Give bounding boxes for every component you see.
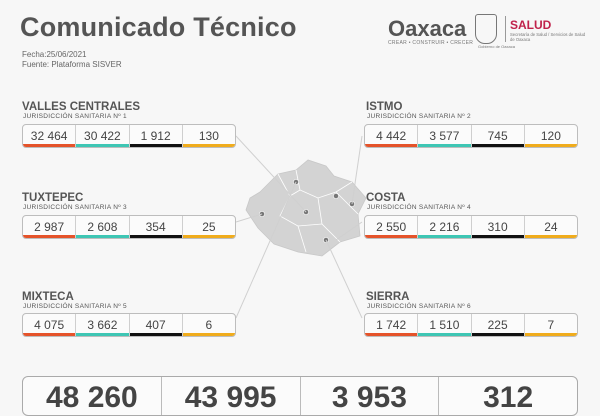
- category-color-bar: [182, 235, 235, 238]
- region-name: ISTMO: [366, 101, 403, 113]
- region-jurisdiction: JURISDICCIÓN SANITARIA Nº 2: [367, 113, 471, 120]
- active-cases: 7: [524, 314, 577, 336]
- region-costa: COSTA JURISDICCIÓN SANITARIA Nº 4: [366, 192, 471, 212]
- recovered-cases: 2 216: [418, 216, 472, 238]
- recovered-cases: 1 510: [418, 314, 472, 336]
- confirmed-cases: 4 075: [23, 314, 77, 336]
- oaxaca-logo: Oaxaca CREAR • CONSTRUIR • CRECER: [388, 16, 474, 47]
- category-color-bar: [418, 144, 471, 147]
- total-recovered: 43 995: [162, 377, 301, 415]
- region-name: COSTA: [366, 192, 406, 204]
- region-istmo: ISTMO JURISDICCIÓN SANITARIA Nº 2: [366, 101, 471, 121]
- total-deaths: 3 953: [301, 377, 440, 415]
- category-color-bar: [524, 144, 577, 147]
- salud-logo-title: SALUD: [510, 18, 552, 32]
- logo-divider: [505, 16, 506, 42]
- oaxaca-logo-name: Oaxaca: [388, 16, 467, 41]
- state-totals: 48 260 43 995 3 953 312: [22, 376, 578, 416]
- salud-logo-subtitle: Secretaría de Salud / Servicios de Salud…: [510, 32, 586, 42]
- region-values: 32 464 30 422 1 912 130: [22, 124, 236, 148]
- region-values: 2 987 2 608 354 25: [22, 215, 236, 239]
- region-values: 1 742 1 510 225 7: [364, 313, 578, 337]
- oaxaca-map-icon: [245, 159, 367, 257]
- category-color-bar: [365, 333, 418, 336]
- active-cases: 120: [524, 125, 577, 147]
- category-color-bar: [471, 235, 524, 238]
- region-values: 4 075 3 662 407 6: [22, 313, 236, 337]
- active-cases: 25: [182, 216, 235, 238]
- state-crest-icon: [475, 14, 497, 44]
- confirmed-cases: 32 464: [23, 125, 77, 147]
- category-color-bar: [524, 235, 577, 238]
- category-color-bar: [23, 333, 76, 336]
- region-values: 4 442 3 577 745 120: [364, 124, 578, 148]
- region-jurisdiction: JURISDICCIÓN SANITARIA Nº 4: [367, 204, 471, 211]
- region-jurisdiction: JURISDICCIÓN SANITARIA Nº 6: [367, 303, 471, 310]
- category-color-bar: [76, 235, 129, 238]
- category-color-bar: [471, 144, 524, 147]
- recovered-cases: 2 608: [76, 216, 130, 238]
- category-color-bar: [129, 333, 182, 336]
- region-tuxtepec: TUXTEPEC JURISDICCIÓN SANITARIA Nº 3: [22, 192, 127, 212]
- category-color-bar: [418, 333, 471, 336]
- deaths: 225: [471, 314, 525, 336]
- category-color-bar: [23, 144, 76, 147]
- confirmed-cases: 2 550: [365, 216, 419, 238]
- region-values: 2 550 2 216 310 24: [364, 215, 578, 239]
- salud-logo: SALUD Secretaría de Salud / Servicios de…: [510, 18, 590, 43]
- deaths: 1 912: [129, 125, 183, 147]
- category-color-bar: [365, 144, 418, 147]
- active-cases: 6: [182, 314, 235, 336]
- recovered-cases: 30 422: [76, 125, 130, 147]
- category-color-bar: [23, 235, 76, 238]
- confirmed-cases: 4 442: [365, 125, 419, 147]
- report-date: Fecha:25/06/2021: [22, 50, 87, 59]
- category-color-bar: [76, 144, 129, 147]
- category-color-bar: [418, 235, 471, 238]
- category-color-bar: [129, 235, 182, 238]
- deaths: 745: [471, 125, 525, 147]
- category-color-bar: [365, 235, 418, 238]
- category-color-bar: [524, 333, 577, 336]
- category-color-bar: [471, 333, 524, 336]
- region-jurisdiction: JURISDICCIÓN SANITARIA Nº 1: [23, 113, 127, 120]
- deaths: 407: [129, 314, 183, 336]
- page-title: Comunicado Técnico: [20, 12, 297, 42]
- active-cases: 130: [182, 125, 235, 147]
- category-color-bar: [182, 333, 235, 336]
- crest-caption: Gobierno de Oaxaca: [478, 44, 515, 49]
- confirmed-cases: 1 742: [365, 314, 419, 336]
- region-name: VALLES CENTRALES: [22, 101, 140, 113]
- total-active: 312: [483, 381, 534, 414]
- region-name: TUXTEPEC: [22, 192, 84, 204]
- total-confirmed: 48 260: [23, 377, 162, 415]
- confirmed-cases: 2 987: [23, 216, 77, 238]
- region-valles-centrales: VALLES CENTRALES JURISDICCIÓN SANITARIA …: [22, 101, 140, 121]
- region-sierra: SIERRA JURISDICCIÓN SANITARIA Nº 6: [366, 291, 471, 311]
- region-name: MIXTECA: [22, 291, 74, 303]
- region-mixteca: MIXTECA JURISDICCIÓN SANITARIA Nº 5: [22, 291, 127, 311]
- deaths: 354: [129, 216, 183, 238]
- category-color-bar: [76, 333, 129, 336]
- recovered-cases: 3 577: [418, 125, 472, 147]
- category-color-bar: [129, 144, 182, 147]
- region-jurisdiction: JURISDICCIÓN SANITARIA Nº 3: [23, 204, 127, 211]
- recovered-cases: 3 662: [76, 314, 130, 336]
- active-cases: 24: [524, 216, 577, 238]
- deaths: 310: [471, 216, 525, 238]
- region-name: SIERRA: [366, 291, 410, 303]
- category-color-bar: [182, 144, 235, 147]
- region-jurisdiction: JURISDICCIÓN SANITARIA Nº 5: [23, 303, 127, 310]
- data-source: Fuente: Plataforma SISVER: [22, 60, 122, 69]
- oaxaca-logo-tagline: CREAR • CONSTRUIR • CRECER: [388, 40, 474, 46]
- connector-lines: [235, 135, 363, 319]
